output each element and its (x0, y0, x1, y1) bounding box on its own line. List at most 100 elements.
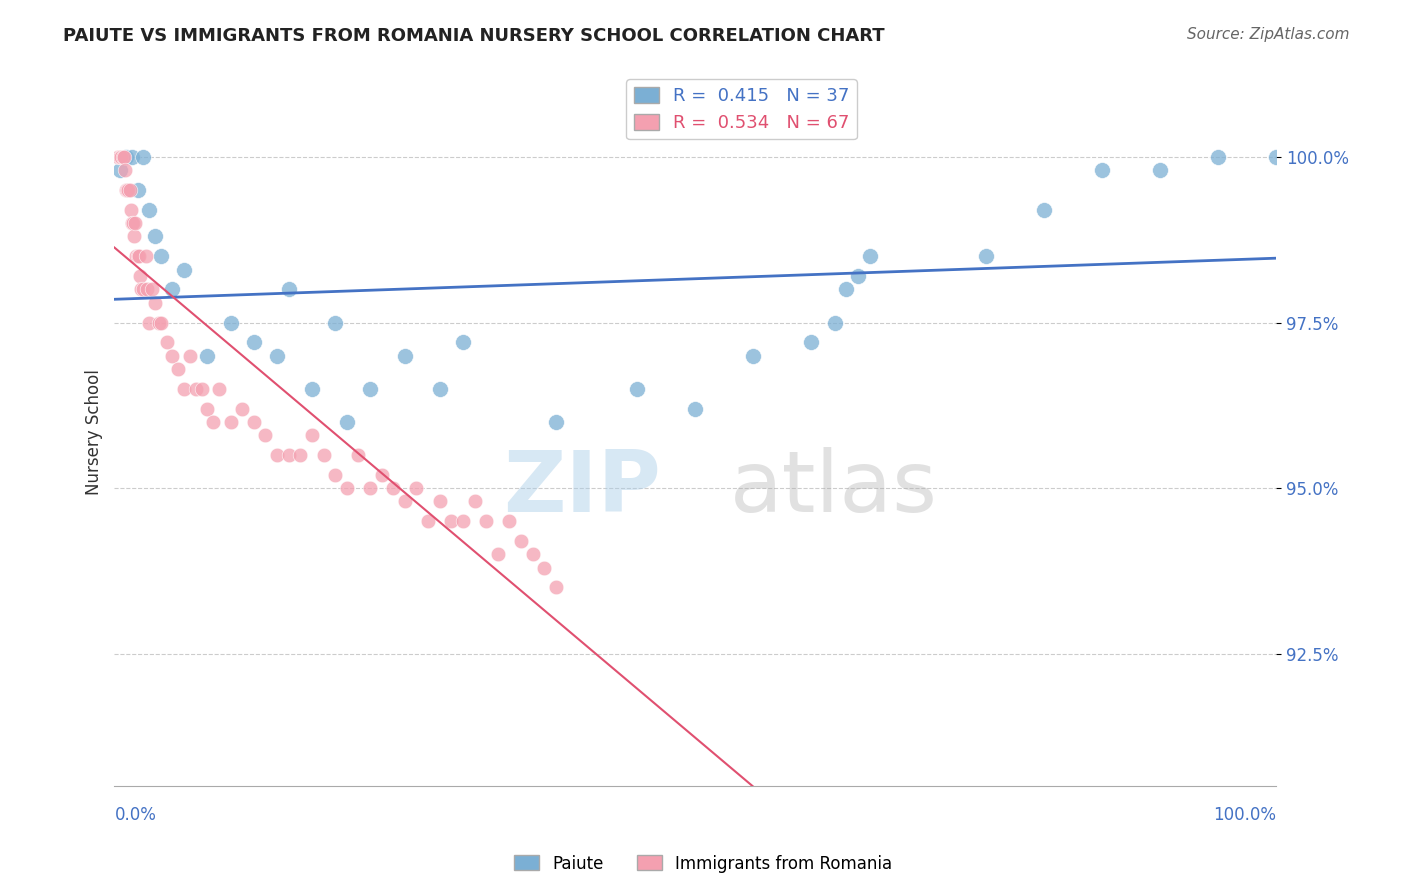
Point (143, 295, 166, 310)
Point (359, 382, 381, 396)
Legend: Paiute, Immigrants from Romania: Paiute, Immigrants from Romania (508, 848, 898, 880)
Point (382, 481, 405, 495)
Point (440, 514, 463, 528)
Point (138, 202, 160, 217)
Text: 100.0%: 100.0% (1213, 806, 1277, 824)
Point (301, 428, 323, 442)
Point (162, 282, 184, 296)
Point (148, 316, 170, 330)
Point (110, 150, 132, 164)
Text: atlas: atlas (730, 447, 938, 530)
Point (544, 415, 567, 429)
Point (533, 560, 555, 574)
Point (1206, 150, 1229, 164)
Point (129, 269, 152, 284)
Point (429, 382, 451, 396)
Point (141, 282, 163, 296)
Point (277, 448, 299, 462)
Point (266, 349, 288, 363)
Point (138, 316, 160, 330)
Point (347, 448, 370, 462)
Point (544, 581, 567, 595)
Text: 0.0%: 0.0% (114, 806, 156, 824)
Point (179, 349, 201, 363)
Point (149, 249, 172, 263)
Point (184, 382, 207, 396)
Point (173, 382, 195, 396)
Point (110, 150, 132, 164)
Point (219, 316, 242, 330)
Point (858, 249, 880, 263)
Point (243, 415, 266, 429)
Point (162, 349, 184, 363)
Point (122, 229, 145, 244)
Point (522, 547, 544, 561)
Point (290, 448, 312, 462)
Point (121, 150, 143, 164)
Point (429, 494, 451, 508)
Y-axis label: Nursery School: Nursery School (86, 369, 103, 495)
Point (111, 150, 134, 164)
Point (800, 335, 823, 350)
Point (132, 282, 155, 296)
Point (336, 481, 359, 495)
Point (115, 183, 138, 197)
Point (394, 349, 416, 363)
Point (359, 481, 381, 495)
Point (323, 316, 346, 330)
Point (405, 481, 427, 495)
Point (370, 467, 392, 482)
Point (156, 335, 179, 350)
Point (416, 514, 439, 528)
Point (323, 467, 346, 482)
Point (266, 448, 288, 462)
Point (129, 282, 152, 296)
Point (254, 428, 277, 442)
Point (149, 316, 172, 330)
Point (120, 202, 142, 217)
Point (1265, 150, 1288, 164)
Point (190, 382, 212, 396)
Point (208, 382, 231, 396)
Point (127, 249, 149, 263)
Point (336, 415, 359, 429)
Point (135, 249, 157, 263)
Text: Source: ZipAtlas.com: Source: ZipAtlas.com (1187, 27, 1350, 42)
Point (115, 150, 138, 164)
Point (107, 150, 129, 164)
Point (486, 547, 509, 561)
Point (143, 229, 166, 244)
Point (835, 282, 858, 296)
Point (195, 349, 218, 363)
Legend: R =  0.415   N = 37, R =  0.534   N = 67: R = 0.415 N = 37, R = 0.534 N = 67 (627, 79, 858, 139)
Point (846, 269, 869, 284)
Point (128, 249, 150, 263)
Point (231, 401, 253, 416)
Point (742, 349, 765, 363)
Point (195, 401, 218, 416)
Point (115, 183, 138, 197)
Point (114, 163, 136, 178)
Point (118, 183, 141, 197)
Point (451, 514, 474, 528)
Point (451, 335, 474, 350)
Point (127, 183, 149, 197)
Point (394, 494, 416, 508)
Point (1091, 163, 1114, 178)
Point (167, 362, 190, 376)
Point (173, 262, 195, 277)
Text: ZIP: ZIP (503, 447, 661, 530)
Point (312, 448, 335, 462)
Point (124, 216, 146, 230)
Point (1032, 202, 1054, 217)
Point (112, 150, 135, 164)
Point (974, 249, 997, 263)
Point (121, 216, 143, 230)
Point (117, 183, 139, 197)
Point (243, 335, 266, 350)
Text: PAIUTE VS IMMIGRANTS FROM ROMANIA NURSERY SCHOOL CORRELATION CHART: PAIUTE VS IMMIGRANTS FROM ROMANIA NURSER… (63, 27, 884, 45)
Point (626, 382, 648, 396)
Point (202, 415, 225, 429)
Point (110, 163, 132, 178)
Point (475, 514, 498, 528)
